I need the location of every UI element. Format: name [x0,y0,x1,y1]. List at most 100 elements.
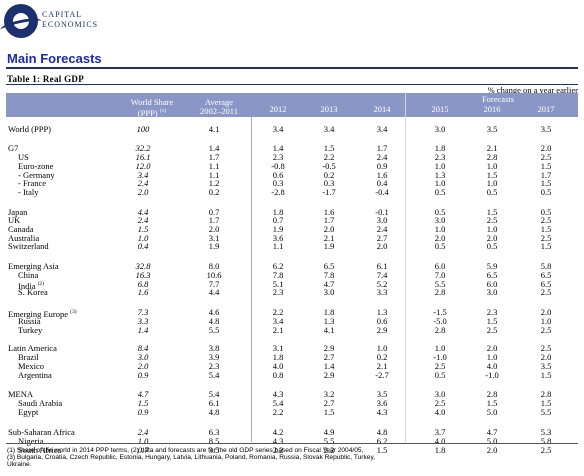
growth-cell: 0.3 [323,178,335,188]
capital-economics-logo: CAPITAL ECONOMICS [0,2,112,42]
growth-cell: 4.0 [272,361,284,371]
growth-cell: 4.0 [434,407,446,417]
row-label: Australia [8,233,40,243]
growth-cell: 3.0 [434,389,446,399]
growth-cell: 1.5 [486,398,498,408]
growth-cell: 2.0 [540,352,552,362]
average-cell: 6.1 [208,398,220,408]
growth-cell: 0.5 [486,241,498,251]
average-cell: 3.1 [208,233,220,243]
growth-cell: 4.3 [376,407,388,417]
growth-cell: 2.8 [434,325,446,335]
average-cell: 5.5 [208,325,220,335]
growth-cell: 6.5 [323,261,335,271]
growth-cell: 6.1 [376,261,388,271]
growth-cell: 4.3 [272,389,284,399]
growth-cell: 1.5 [486,170,498,180]
growth-cell: 7.8 [272,270,284,280]
row-label: Argentina [18,370,52,380]
growth-cell: 0.9 [376,161,388,171]
growth-cell: 2.0 [434,233,446,243]
growth-cell: 3.4 [272,316,284,326]
row-label: Sub-Saharan Africa [8,427,75,437]
world-share-cell: 0.9 [137,370,149,380]
row-label: Switzerland [8,241,49,251]
growth-cell: 4.7 [323,279,335,289]
growth-cell: 1.0 [540,316,552,326]
growth-cell: 4.0 [434,436,446,446]
growth-cell: 1.8 [272,207,284,217]
growth-cell: 1.4 [272,143,284,153]
table-row: Euro-zone 12.0 1.1 -0.8 -0.5 0.9 1.0 1.0 1.5 [6,162,578,171]
row-label: - France [18,178,47,188]
world-share-cell: 32.8 [135,261,151,271]
growth-cell: 3.0 [434,124,446,134]
average-cell: 2.0 [208,224,220,234]
row-label: Mexico [18,361,44,371]
world-share-cell: 3.0 [137,352,149,362]
average-cell: 1.2 [208,178,220,188]
header-world-share: World Share [130,97,174,107]
growth-cell: 3.3 [376,287,388,297]
growth-cell: 1.7 [540,170,552,180]
growth-cell: 2.2 [323,445,335,455]
growth-cell: 0.6 [376,316,388,326]
growth-cell: 7.8 [323,270,335,280]
table-row: Saudi Arabia 1.5 6.1 5.4 2.7 3.6 2.5 1.5 1.5 [6,399,578,408]
table-row: UK 2.4 1.7 0.7 1.7 3.0 3.0 2.5 2.5 [6,216,578,225]
growth-cell: 4.1 [323,325,335,335]
growth-cell: 2.4 [376,152,388,162]
row-label: - Italy [18,187,39,197]
table-row: Turkey 1.4 5.5 2.1 4.1 2.9 2.8 2.5 2.5 [6,326,578,335]
title-divider [6,67,578,69]
footnote-line: Ukraine. [7,461,32,468]
world-share-cell: 0.9 [137,407,149,417]
table-row: Argentina 0.9 5.4 0.8 2.9 -2.7 0.5 -1.0 1.5 [6,371,578,380]
growth-cell: 0.2 [376,352,388,362]
table-row: - France 2.4 1.2 0.3 0.3 0.4 1.0 1.0 1.5 [6,179,578,188]
page-title: Main Forecasts [7,51,102,66]
row-label: Emerging Europe (3) [8,308,77,319]
growth-cell: 2.0 [540,143,552,153]
growth-cell: 3.7 [434,427,446,437]
growth-cell: 5.5 [323,436,335,446]
growth-cell: 1.5 [486,316,498,326]
world-share-cell: 2.4 [137,215,149,225]
growth-cell: 6.2 [376,436,388,446]
world-share-cell: 1.5 [137,398,149,408]
growth-cell: 2.0 [486,445,498,455]
header-year: 2014 [373,104,391,114]
growth-cell: 6.0 [486,279,498,289]
row-label: China [18,270,39,280]
growth-cell: 5.9 [486,261,498,271]
row-label: G7 [8,143,19,153]
row-label: Canada [8,224,34,234]
growth-cell: 5.5 [540,407,552,417]
average-cell: 3.9 [208,352,220,362]
table-row: Australia 1.0 3.1 3.6 2.1 2.7 2.0 2.0 2.5 [6,234,578,243]
growth-cell: 1.3 [434,170,446,180]
row-label: Saudi Arabia [18,398,63,408]
table-title: Table 1: Real GDP [7,74,85,84]
table-row: China 16.3 10.6 7.8 7.8 7.4 7.0 6.5 6.5 [6,271,578,280]
growth-cell: 3.0 [434,215,446,225]
growth-cell: 2.5 [540,445,552,455]
growth-cell: 3.4 [323,124,335,134]
growth-cell: 1.0 [486,352,498,362]
growth-cell: 5.0 [486,436,498,446]
table-row: G7 32.2 1.4 1.4 1.5 1.7 1.8 2.1 2.0 [6,144,578,153]
growth-cell: 2.3 [272,287,284,297]
growth-cell: 1.9 [323,241,335,251]
growth-cell: 2.5 [540,343,552,353]
average-cell: 8.0 [208,261,220,271]
growth-cell: 1.0 [434,161,446,171]
row-label: South Africa [18,445,62,455]
growth-cell: 1.0 [376,343,388,353]
table-row: Nigeria 1.0 8.5 4.3 5.5 6.2 4.0 5.0 5.8 [6,437,578,446]
row-label: Russia [18,316,41,326]
growth-cell: 3.0 [486,287,498,297]
growth-cell: 3.5 [376,389,388,399]
average-cell: 1.1 [208,161,220,171]
footnote-line: (1) Share of the world in 2014 PPP terms… [7,447,364,454]
growth-cell: 2.0 [486,343,498,353]
